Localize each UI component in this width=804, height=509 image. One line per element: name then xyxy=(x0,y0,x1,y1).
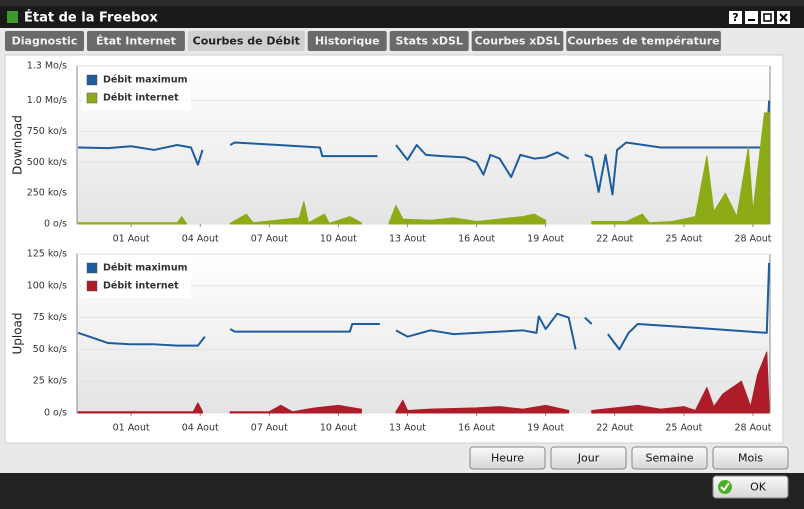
legend-box xyxy=(81,70,191,110)
range-button-label[interactable]: Jour xyxy=(577,452,600,465)
ok-label[interactable]: OK xyxy=(750,481,767,494)
tab-label[interactable]: État Internet xyxy=(96,35,176,48)
range-button-label[interactable]: Heure xyxy=(491,452,524,465)
x-tick-label: 16 Aout xyxy=(458,423,495,434)
help-button[interactable] xyxy=(729,11,742,24)
x-tick-label: 28 Aout xyxy=(734,234,771,245)
y-tick-label: 125 ko/s xyxy=(27,249,67,260)
series-line xyxy=(77,262,771,351)
buttons: Heure Jour Semaine Mois OK xyxy=(469,446,789,499)
x-tick-label: 07 Aout xyxy=(251,234,288,245)
range-button[interactable] xyxy=(469,446,546,470)
x-tick-label: 01 Aout xyxy=(113,423,150,434)
y-axis-label: Upload xyxy=(11,312,25,354)
x-tick-label: 13 Aout xyxy=(389,234,426,245)
x-tick-label: 04 Aout xyxy=(182,423,219,434)
title-bar xyxy=(0,6,804,28)
tab-label[interactable]: Courbes de Débit xyxy=(193,35,300,48)
tab[interactable] xyxy=(389,31,469,51)
range-button[interactable] xyxy=(712,446,789,470)
series-line xyxy=(78,100,771,196)
legend-swatch xyxy=(86,74,98,86)
tab-bar: Diagnostic État Internet Courbes de Débit H… xyxy=(5,31,721,51)
tab-label[interactable]: Courbes xDSL xyxy=(475,35,561,48)
legend-label: Débit internet xyxy=(103,281,179,292)
x-tick-label: 16 Aout xyxy=(458,234,495,245)
y-tick-label: 1.3 Mo/s xyxy=(27,61,67,72)
x-tick-label: 01 Aout xyxy=(113,234,150,245)
series-area xyxy=(77,351,770,414)
legend-label: Débit maximum xyxy=(103,263,188,274)
range-button[interactable] xyxy=(550,446,627,470)
tab[interactable] xyxy=(87,31,185,51)
tab[interactable] xyxy=(307,31,387,51)
y-tick-label: 25 ko/s xyxy=(33,376,67,387)
legend-label: Débit internet xyxy=(103,93,179,104)
y-tick-label: 0 o/s xyxy=(44,408,67,419)
x-tick-label: 04 Aout xyxy=(182,234,219,245)
series-area xyxy=(77,112,770,225)
maximize-icon xyxy=(763,13,772,22)
y-tick-label: 1.0 Mo/s xyxy=(27,95,67,106)
range-button[interactable] xyxy=(631,446,708,470)
y-axis-label: Download xyxy=(11,115,25,175)
tab[interactable] xyxy=(471,31,564,51)
tab-label[interactable]: Diagnostic xyxy=(12,35,78,48)
y-tick-label: 250 ko/s xyxy=(27,188,67,199)
maximize-button[interactable] xyxy=(761,11,774,24)
plot-area xyxy=(76,253,771,414)
ok-check xyxy=(720,482,730,492)
x-tick-label: 19 Aout xyxy=(527,423,564,434)
tab[interactable] xyxy=(187,31,305,51)
x-tick-label: 22 Aout xyxy=(596,234,633,245)
x-tick-label: 13 Aout xyxy=(389,423,426,434)
legend-swatch xyxy=(86,280,98,292)
y-tick-label: 50 ko/s xyxy=(33,344,67,355)
range-button-label[interactable]: Semaine xyxy=(645,452,693,465)
minimize-icon xyxy=(748,19,755,21)
x-tick-label: 07 Aout xyxy=(251,423,288,434)
legend-swatch xyxy=(86,262,98,274)
legend-label: Débit maximum xyxy=(103,75,188,86)
legend-swatch xyxy=(86,92,98,104)
window-title: État de la Freebox xyxy=(24,10,158,26)
x-tick-label: 25 Aout xyxy=(665,234,702,245)
y-tick-label: 500 ko/s xyxy=(27,157,67,168)
tab[interactable] xyxy=(5,31,84,51)
tab-label[interactable]: Courbes de température xyxy=(568,35,720,48)
x-tick-label: 28 Aout xyxy=(734,423,771,434)
y-tick-label: 75 ko/s xyxy=(33,312,67,323)
footer-bar xyxy=(0,473,804,509)
y-tick-label: 750 ko/s xyxy=(27,126,67,137)
x-tick-label: 10 Aout xyxy=(320,423,357,434)
tab-label[interactable]: Historique xyxy=(315,35,380,48)
ok-button[interactable] xyxy=(712,475,789,499)
x-tick-label: 25 Aout xyxy=(665,423,702,434)
x-tick-label: 19 Aout xyxy=(527,234,564,245)
y-tick-label: 100 ko/s xyxy=(27,280,67,291)
y-tick-label: 0 o/s xyxy=(44,219,67,230)
legend-box xyxy=(81,258,191,298)
range-button-label[interactable]: Mois xyxy=(738,452,763,465)
x-tick-label: 10 Aout xyxy=(320,234,357,245)
close-icon xyxy=(779,13,788,22)
plot-area xyxy=(76,65,771,225)
tab-label[interactable]: Stats xDSL xyxy=(395,35,462,48)
app-icon xyxy=(7,11,18,23)
minimize-button[interactable] xyxy=(745,11,758,24)
charts: 0 o/s 250 ko/s 500 ko/s 750 ko/s 1.0 Mo/s 1.3… xyxy=(11,61,772,434)
help-icon[interactable]: ? xyxy=(732,11,738,24)
tab[interactable] xyxy=(566,31,721,51)
x-tick-label: 22 Aout xyxy=(596,423,633,434)
